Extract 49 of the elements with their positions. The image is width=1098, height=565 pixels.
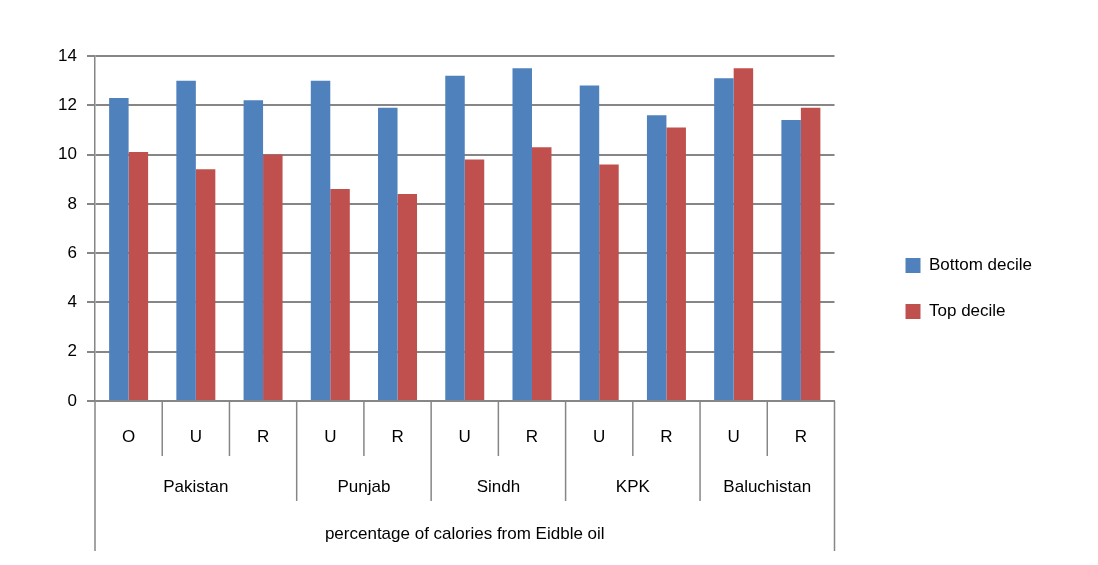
bar [176, 80, 196, 400]
legend-label: Top decile [929, 301, 1006, 321]
text: Sindh [476, 476, 521, 496]
bar [310, 80, 331, 400]
bar [464, 159, 485, 400]
x-tick-label: R [525, 426, 539, 446]
y-tick-label: 8 [67, 193, 77, 213]
bar [599, 164, 619, 400]
bar [397, 194, 418, 400]
bar [128, 152, 149, 400]
bar [646, 115, 667, 400]
y-tick-label: 0 [67, 390, 77, 410]
text: Pakistan [163, 476, 229, 496]
x-tick-label: U [593, 426, 606, 446]
y-tick-label: 4 [67, 292, 77, 312]
text: Baluchistan [723, 476, 812, 496]
y-tick-label: 10 [58, 144, 77, 164]
bar [666, 127, 686, 400]
x-tick-label: R [256, 426, 270, 446]
text: KPK [615, 476, 651, 496]
bar [330, 189, 350, 400]
x-tick-label: O [122, 426, 136, 446]
bar [445, 75, 465, 400]
bar [781, 120, 801, 400]
bar [243, 100, 264, 400]
y-tick-label: 2 [67, 341, 77, 361]
x-axis-title: percentage of calories from Eidble oil [324, 524, 605, 544]
text: Punjab [337, 476, 391, 496]
y-tick-label: 12 [58, 94, 77, 114]
bar [531, 147, 552, 400]
y-tick-label: 14 [58, 45, 77, 65]
legend-label: Bottom decile [929, 255, 1032, 275]
bar [512, 68, 532, 400]
x-tick-label: U [189, 426, 202, 446]
x-tick-label: R [660, 426, 673, 446]
bar [109, 97, 129, 400]
x-tick-label: R [391, 426, 404, 446]
x-tick-label: R [794, 426, 808, 446]
bar [195, 169, 216, 400]
bar [378, 107, 398, 400]
bar [733, 68, 754, 400]
bar [800, 107, 821, 400]
bar [263, 154, 283, 400]
bar [579, 85, 600, 400]
x-tick-label: U [324, 426, 337, 446]
x-tick-label: U [458, 426, 471, 446]
x-tick-label: U [727, 426, 740, 446]
bar [714, 78, 734, 400]
y-tick-label: 6 [67, 242, 77, 262]
